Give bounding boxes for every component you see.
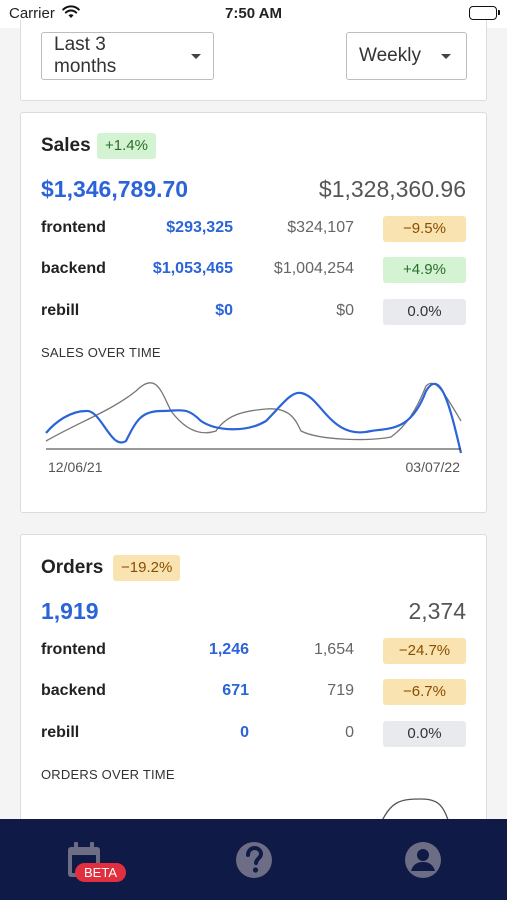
row-previous: 1,654 (313, 641, 354, 658)
row-label: rebill (41, 724, 80, 741)
orders-change-badge: −19.2% (113, 555, 181, 581)
sales-change-badge: +1.4% (97, 133, 156, 159)
sales-date-end: 03/07/22 (405, 459, 461, 475)
row-change-badge: 0.0% (383, 299, 466, 325)
beta-badge: BETA (75, 863, 126, 882)
chevron-down-icon (440, 53, 451, 59)
tab-account[interactable] (338, 819, 507, 900)
row-change-badge: −6.7% (383, 679, 466, 705)
range-select-value: Last 3 months (54, 34, 117, 77)
orders-total-previous: 2,374 (408, 598, 466, 624)
sales-previous-line (45, 382, 462, 442)
sales-current-line (45, 382, 463, 454)
row-current: 1,246 (208, 641, 249, 658)
sales-date-start: 12/06/21 (48, 459, 103, 475)
orders-chart (380, 798, 450, 823)
filters-card: Last 3 months Weekly (20, 20, 487, 101)
orders-previous-line (380, 798, 450, 823)
row-previous: $1,004,254 (273, 260, 354, 277)
tab-bar: BETA (0, 819, 507, 900)
orders-row-rebill: rebill 0 0 0.0% (21, 721, 486, 747)
row-change-badge: −24.7% (383, 638, 466, 664)
row-change-badge: +4.9% (383, 257, 466, 283)
sales-chart-label: SALES OVER TIME (41, 345, 161, 360)
sales-title: Sales (41, 135, 91, 156)
sales-chart (45, 382, 463, 454)
row-previous: $324,107 (287, 219, 354, 236)
row-change-badge: 0.0% (383, 721, 466, 747)
row-current: $0 (215, 302, 233, 319)
row-label: frontend (41, 219, 106, 236)
row-previous: $0 (336, 302, 354, 319)
period-select[interactable]: Weekly (346, 32, 467, 80)
carrier-label: Carrier (9, 5, 55, 22)
row-current: $1,053,465 (152, 260, 233, 277)
orders-row-frontend: frontend 1,246 1,654 −24.7% (21, 638, 486, 664)
row-current: 0 (240, 724, 249, 741)
row-previous: 0 (345, 724, 354, 741)
row-label: backend (41, 682, 106, 699)
account-icon (404, 841, 442, 884)
range-select[interactable]: Last 3 months (41, 32, 214, 80)
sales-total-current: $1,346,789.70 (41, 176, 189, 202)
row-label: backend (41, 260, 106, 277)
status-time: 7:50 AM (225, 5, 282, 22)
row-current: 671 (222, 682, 249, 699)
row-change-badge: −9.5% (383, 216, 466, 242)
row-label: rebill (41, 302, 80, 319)
orders-title: Orders (41, 557, 104, 578)
chevron-down-icon (191, 53, 201, 59)
sales-card[interactable]: Sales +1.4% $1,346,789.70 $1,328,360.96 … (20, 112, 487, 513)
sales-total-previous: $1,328,360.96 (318, 176, 466, 202)
orders-row-backend: backend 671 719 −6.7% (21, 679, 486, 705)
battery-icon (469, 6, 500, 20)
sales-row-frontend: frontend $293,325 $324,107 −9.5% (21, 216, 486, 242)
tab-calendar[interactable]: BETA (0, 819, 169, 900)
orders-card[interactable]: Orders −19.2% 1,919 2,374 frontend 1,246… (20, 534, 487, 834)
row-current: $293,325 (166, 219, 233, 236)
sales-row-backend: backend $1,053,465 $1,004,254 +4.9% (21, 257, 486, 283)
row-label: frontend (41, 641, 106, 658)
row-previous: 719 (327, 682, 354, 699)
tab-help[interactable] (169, 819, 338, 900)
sales-row-rebill: rebill $0 $0 0.0% (21, 299, 486, 325)
help-icon (235, 841, 273, 884)
orders-chart-label: ORDERS OVER TIME (41, 767, 175, 782)
wifi-icon (62, 5, 80, 23)
orders-total-current: 1,919 (41, 598, 99, 624)
period-select-value: Weekly (359, 45, 421, 66)
